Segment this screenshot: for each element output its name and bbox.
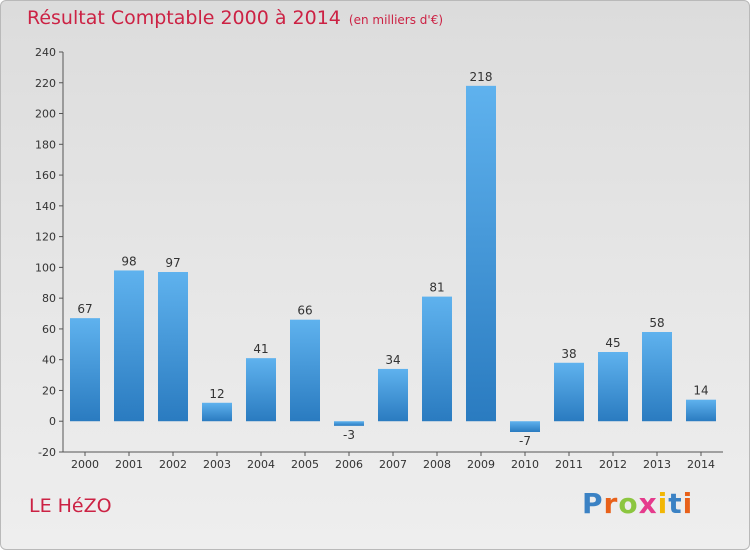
bar <box>510 421 540 432</box>
data-label: 97 <box>165 256 180 270</box>
commune-name: LE HéZO <box>29 495 112 517</box>
x-tick-label: 2013 <box>643 458 671 471</box>
x-tick-label: 2012 <box>599 458 627 471</box>
y-tick-label: 20 <box>42 384 56 397</box>
y-tick-label: 60 <box>42 323 56 336</box>
logo-letter: P <box>582 487 604 520</box>
y-tick-label: 40 <box>42 354 56 367</box>
title-main: Résultat Comptable 2000 à 2014 <box>27 7 341 29</box>
data-label: -3 <box>343 428 355 442</box>
logo-letter: t <box>668 487 683 520</box>
y-tick-label: -20 <box>38 446 56 459</box>
chart-axes: -20 0 20 40 60 80 100 120 140 160 180 200 220 240 2000… <box>35 46 723 471</box>
bar <box>114 270 144 422</box>
y-tick-label: 100 <box>35 261 56 274</box>
x-tick-label: 2000 <box>71 458 99 471</box>
y-tick-label: 200 <box>35 108 56 121</box>
x-tick-label: 2002 <box>159 458 187 471</box>
bar <box>158 272 188 422</box>
logo-letter: x <box>638 487 658 520</box>
data-label: 218 <box>470 70 493 84</box>
y-tick-label: 140 <box>35 200 56 213</box>
bar <box>422 296 452 422</box>
data-label: 81 <box>429 281 444 295</box>
bar <box>466 85 496 422</box>
x-tick-label: 2001 <box>115 458 143 471</box>
data-label: 41 <box>253 342 268 356</box>
y-tick-label: 0 <box>49 415 56 428</box>
bar <box>554 362 584 422</box>
data-label: 66 <box>297 304 312 318</box>
data-label: 67 <box>77 302 92 316</box>
bar <box>334 421 364 426</box>
logo-letter: r <box>603 487 619 520</box>
logo-letter: o <box>618 487 639 520</box>
x-tick-label: 2011 <box>555 458 583 471</box>
data-label: 38 <box>561 347 576 361</box>
x-tick-label: 2009 <box>467 458 495 471</box>
x-tick-label: 2005 <box>291 458 319 471</box>
data-labels-group: 67 98 97 12 41 66 -3 34 81 218 -7 38 45 58 14 <box>77 70 708 448</box>
proxiti-logo[interactable]: Proxiti <box>582 487 693 520</box>
x-tick-label: 2003 <box>203 458 231 471</box>
bar <box>598 352 628 422</box>
chart-title: Résultat Comptable 2000 à 2014 (en millie… <box>27 7 443 29</box>
data-label: 14 <box>693 384 708 398</box>
data-label: -7 <box>519 434 531 448</box>
y-tick-label: 180 <box>35 138 56 151</box>
bar <box>290 319 320 422</box>
bar <box>686 399 716 422</box>
data-label: 98 <box>121 254 136 268</box>
bar <box>202 402 232 422</box>
data-label: 58 <box>649 316 664 330</box>
bar <box>70 318 100 422</box>
y-tick-label: 120 <box>35 231 56 244</box>
x-tick-label: 2004 <box>247 458 275 471</box>
y-tick-label: 80 <box>42 292 56 305</box>
logo-letter: i <box>657 487 669 520</box>
data-label: 45 <box>605 336 620 350</box>
x-tick-label: 2010 <box>511 458 539 471</box>
bar <box>378 368 408 422</box>
y-tick-label: 240 <box>35 46 56 59</box>
x-tick-label: 2007 <box>379 458 407 471</box>
y-tick-label: 220 <box>35 77 56 90</box>
logo-letter: i <box>682 487 694 520</box>
title-unit: (en milliers d'€) <box>348 13 444 27</box>
x-tick-label: 2006 <box>335 458 363 471</box>
bar <box>642 332 672 422</box>
data-label: 34 <box>385 353 400 367</box>
x-tick-label: 2014 <box>687 458 715 471</box>
bar <box>246 358 276 422</box>
y-tick-label: 160 <box>35 169 56 182</box>
x-tick-label: 2008 <box>423 458 451 471</box>
data-label: 12 <box>209 387 224 401</box>
bars-group <box>70 85 716 432</box>
